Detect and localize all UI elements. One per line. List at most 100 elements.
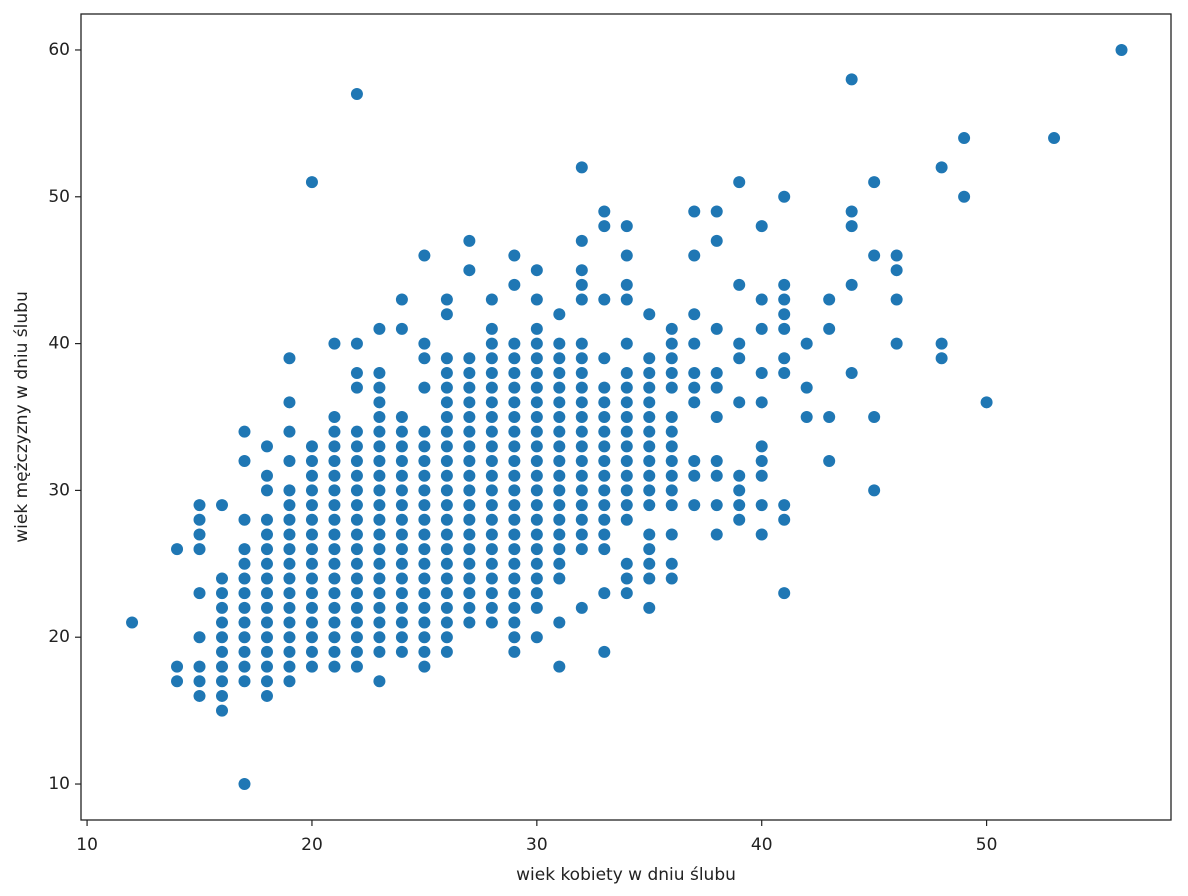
point — [575, 499, 588, 512]
point — [508, 396, 521, 409]
point — [598, 528, 611, 541]
point — [755, 396, 768, 409]
point — [575, 381, 588, 394]
point — [665, 572, 678, 585]
point — [800, 411, 813, 423]
point — [395, 543, 408, 556]
point — [260, 660, 273, 673]
point — [440, 543, 453, 556]
point — [598, 587, 611, 600]
point — [373, 322, 386, 335]
point — [665, 469, 678, 482]
point — [463, 513, 476, 526]
point — [665, 528, 678, 541]
point — [665, 440, 678, 453]
point — [508, 543, 521, 556]
point — [553, 660, 566, 673]
point — [530, 469, 543, 482]
point — [665, 411, 678, 423]
point — [373, 484, 386, 497]
point — [575, 411, 588, 423]
point — [575, 293, 588, 306]
point — [463, 455, 476, 468]
point — [440, 293, 453, 306]
point — [260, 587, 273, 600]
point — [463, 557, 476, 570]
point — [530, 381, 543, 394]
point — [665, 484, 678, 497]
point — [216, 704, 229, 717]
point — [710, 322, 723, 335]
point — [620, 499, 633, 512]
point — [553, 396, 566, 409]
point — [598, 205, 611, 218]
point — [890, 337, 903, 350]
point — [688, 455, 701, 468]
point — [508, 440, 521, 453]
point — [530, 631, 543, 644]
point — [485, 469, 498, 482]
point — [665, 499, 678, 512]
point — [350, 88, 363, 101]
point — [598, 381, 611, 394]
point — [665, 557, 678, 570]
point — [598, 469, 611, 482]
point — [530, 396, 543, 409]
point — [553, 543, 566, 556]
point — [733, 513, 746, 526]
point — [755, 455, 768, 468]
point — [620, 440, 633, 453]
point — [688, 469, 701, 482]
point — [575, 543, 588, 556]
point — [508, 411, 521, 423]
point — [328, 440, 341, 453]
point — [395, 499, 408, 512]
point — [620, 278, 633, 291]
point — [733, 396, 746, 409]
point — [620, 366, 633, 379]
point — [890, 249, 903, 262]
point — [328, 484, 341, 497]
x-tick-label: 30 — [526, 835, 548, 855]
point — [575, 352, 588, 365]
point — [620, 513, 633, 526]
point — [643, 411, 656, 423]
point — [530, 322, 543, 335]
point — [395, 557, 408, 570]
point — [440, 411, 453, 423]
point — [373, 455, 386, 468]
point — [350, 440, 363, 453]
point — [418, 381, 431, 394]
point — [328, 601, 341, 614]
point — [395, 425, 408, 438]
point — [373, 366, 386, 379]
point — [755, 528, 768, 541]
point — [418, 352, 431, 365]
point — [553, 352, 566, 365]
point — [845, 220, 858, 233]
point — [733, 352, 746, 365]
point — [733, 337, 746, 350]
point — [710, 366, 723, 379]
point — [440, 557, 453, 570]
point — [530, 411, 543, 423]
point — [508, 337, 521, 350]
point — [305, 176, 318, 189]
point — [575, 337, 588, 350]
point — [395, 322, 408, 335]
point — [643, 308, 656, 321]
point — [283, 645, 296, 658]
point — [440, 528, 453, 541]
point — [238, 425, 251, 438]
point — [508, 425, 521, 438]
point — [688, 205, 701, 218]
point — [485, 499, 498, 512]
point — [395, 631, 408, 644]
point — [710, 469, 723, 482]
point — [440, 396, 453, 409]
point — [193, 587, 206, 600]
point — [418, 337, 431, 350]
point — [553, 337, 566, 350]
point — [598, 499, 611, 512]
point — [395, 411, 408, 423]
